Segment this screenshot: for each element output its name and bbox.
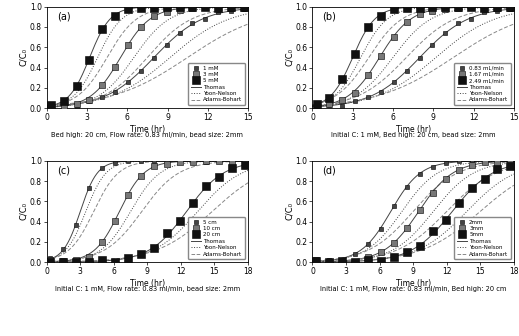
Y-axis label: C/C₀: C/C₀ bbox=[19, 202, 29, 220]
Legend: 1 mM, 3 mM, 5 mM, Thomas, Yoon-Nelson, Adams-Bohart: 1 mM, 3 mM, 5 mM, Thomas, Yoon-Nelson, A… bbox=[188, 63, 245, 105]
Text: Bed high: 20 cm, Flow rate: 0.83 ml/min, bead size: 2mm: Bed high: 20 cm, Flow rate: 0.83 ml/min,… bbox=[51, 132, 243, 137]
X-axis label: Time (hr): Time (hr) bbox=[395, 279, 431, 288]
X-axis label: Time (hr): Time (hr) bbox=[130, 279, 165, 288]
Legend: 0.83 mL/min, 1.67 mL/min, 2.49 mL/min, Thomas, Yoon-Nelson, Adams-Bohart: 0.83 mL/min, 1.67 mL/min, 2.49 mL/min, T… bbox=[454, 63, 511, 105]
Text: (d): (d) bbox=[322, 166, 336, 176]
Text: (a): (a) bbox=[57, 12, 71, 22]
Legend: 2mm, 3mm, 5mm, Thomas, Yoon-Nelson, Adams-Bohart: 2mm, 3mm, 5mm, Thomas, Yoon-Nelson, Adam… bbox=[454, 217, 511, 259]
X-axis label: Time (hr): Time (hr) bbox=[395, 125, 431, 134]
Text: (c): (c) bbox=[57, 166, 70, 176]
X-axis label: Time (hr): Time (hr) bbox=[130, 125, 165, 134]
Y-axis label: C/C₀: C/C₀ bbox=[285, 48, 294, 67]
Text: Initial C: 1 mM, Flow rate: 0.83 ml/min, Bed high: 20 cm: Initial C: 1 mM, Flow rate: 0.83 ml/min,… bbox=[320, 286, 507, 292]
Text: (b): (b) bbox=[322, 12, 336, 22]
Legend: 5 cm, 10 cm, 20 cm, Thomas, Yoon-Nelson, Adams-Bohart: 5 cm, 10 cm, 20 cm, Thomas, Yoon-Nelson,… bbox=[188, 217, 245, 259]
Y-axis label: C/C₀: C/C₀ bbox=[285, 202, 294, 220]
Y-axis label: C/C₀: C/C₀ bbox=[19, 48, 29, 67]
Text: Initial C: 1 mM, Flow rate: 0.83 ml/min, bead size: 2mm: Initial C: 1 mM, Flow rate: 0.83 ml/min,… bbox=[55, 286, 240, 292]
Text: Initial C: 1 mM, Bed high: 20 cm, bead size: 2mm: Initial C: 1 mM, Bed high: 20 cm, bead s… bbox=[331, 132, 496, 137]
